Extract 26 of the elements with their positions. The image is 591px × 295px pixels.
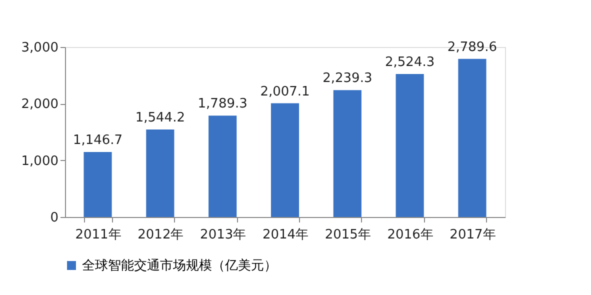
bar xyxy=(84,152,112,217)
bar xyxy=(270,103,300,217)
x-tick-label: 2013年 xyxy=(200,228,246,242)
bar xyxy=(333,90,362,217)
data-label: 2,524.3 xyxy=(385,54,435,70)
bar xyxy=(208,116,237,217)
x-tick-label: 2017年 xyxy=(450,228,496,242)
bar xyxy=(396,74,424,217)
legend-label: 全球智能交通市场规模（亿美元） xyxy=(82,258,277,274)
data-label: 1,544.2 xyxy=(135,110,185,126)
x-tick-label: 2014年 xyxy=(262,228,309,242)
data-label: 2,789.6 xyxy=(447,40,498,55)
x-tick-label: 2016年 xyxy=(387,228,434,242)
bar xyxy=(458,58,486,217)
x-tick-label: 2012年 xyxy=(138,228,184,242)
data-label: 1,789.3 xyxy=(198,96,248,112)
data-label: 2,239.3 xyxy=(322,71,372,86)
x-tick-label: 2015年 xyxy=(324,228,371,242)
y-tick-label: 3,000 xyxy=(21,40,58,56)
x-tick-label: 2011年 xyxy=(75,228,122,242)
data-label: 1,146.7 xyxy=(72,133,123,148)
data-label: 2,007.1 xyxy=(260,84,310,100)
bar xyxy=(146,129,174,217)
y-tick-label: 1,000 xyxy=(21,154,58,169)
y-tick-label: 0 xyxy=(50,210,58,226)
y-tick-label: 2,000 xyxy=(21,97,58,112)
